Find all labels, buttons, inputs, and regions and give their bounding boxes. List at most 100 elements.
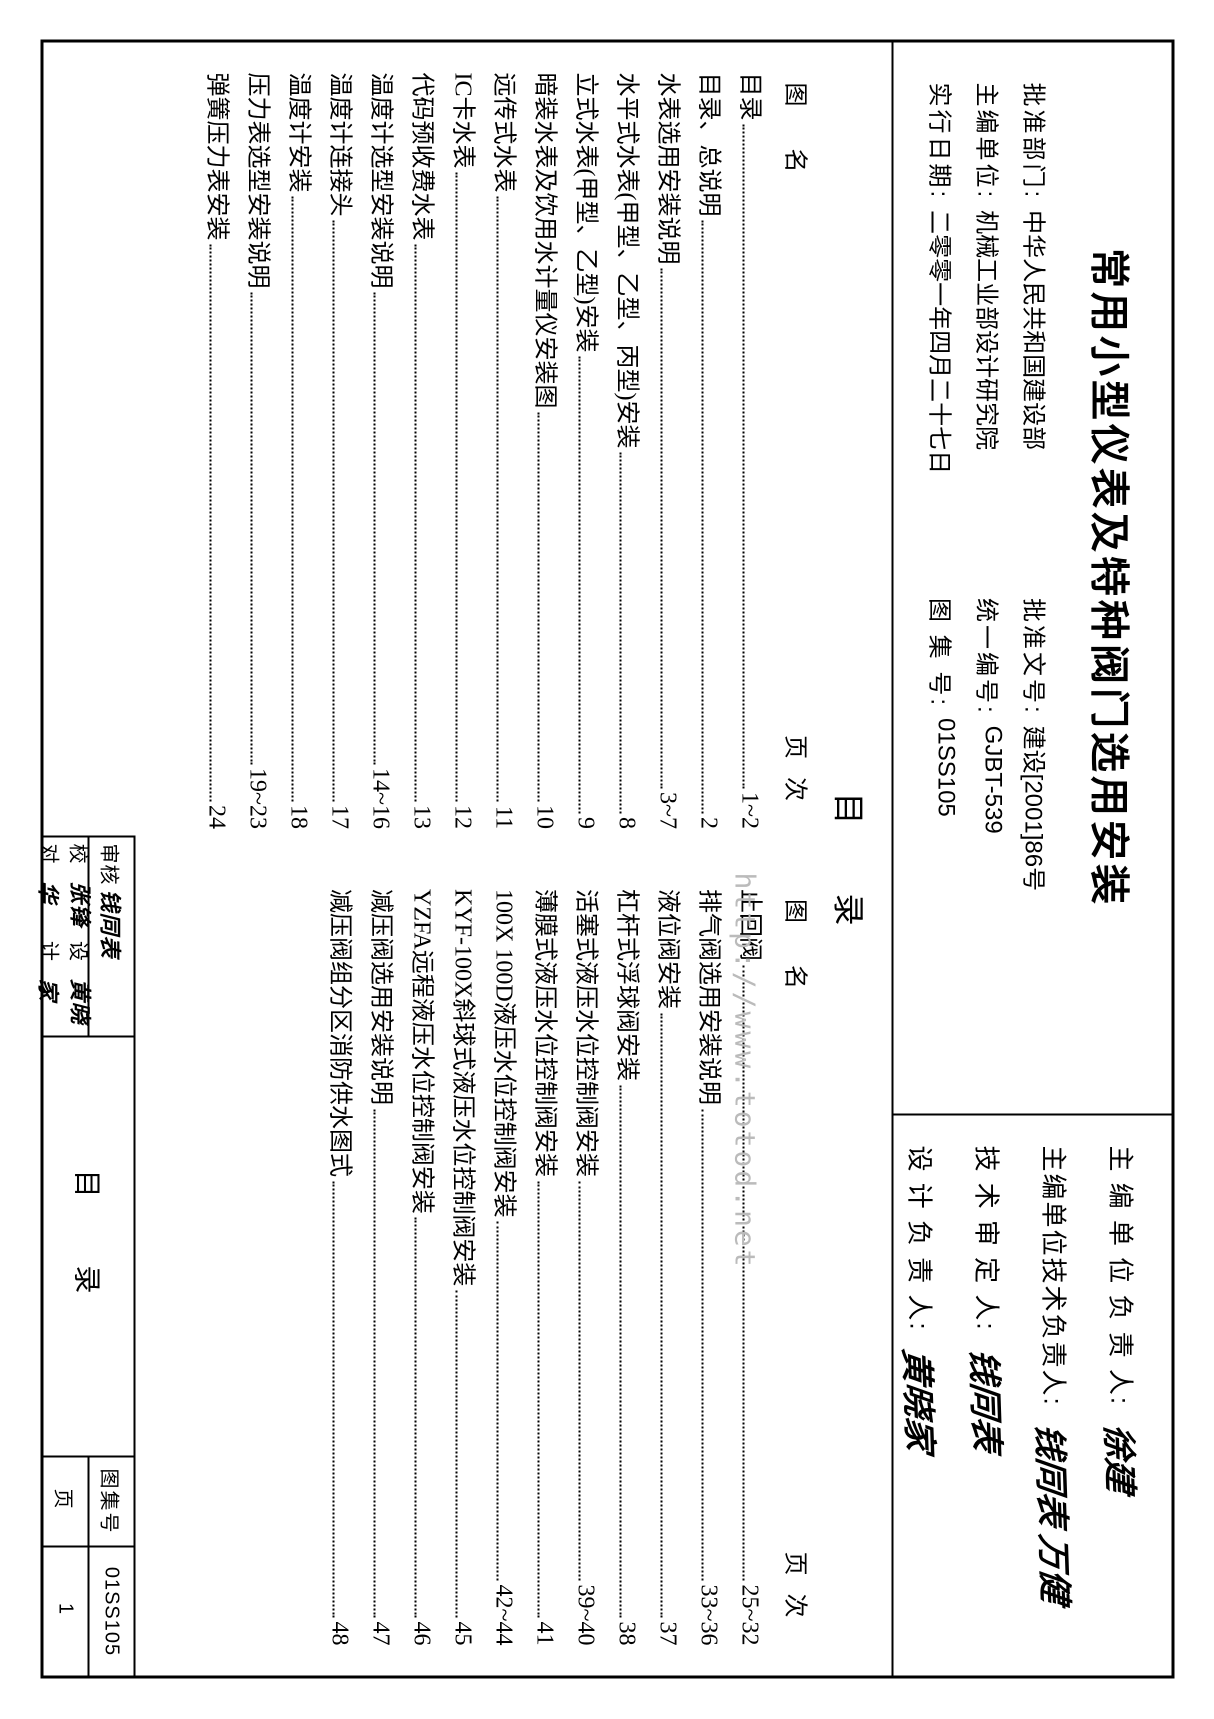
- sig-design: 设 计 负 责 人: 黄晓家: [897, 1146, 946, 1646]
- sig-tech-review: 技 术 审 定 人: 钱同表: [964, 1146, 1013, 1646]
- leader-dots: [333, 1181, 335, 1618]
- value: 中华人民共和国建设部: [1019, 210, 1054, 450]
- toc-entry: 温度计安装18: [285, 73, 320, 830]
- toc-entry: 水平式水表(甲型、乙型、丙型)安装8: [613, 73, 648, 830]
- toc-entry: 代码预收费水表13: [408, 73, 443, 830]
- value: 01SS105: [925, 718, 960, 817]
- value: GJBT-539: [972, 726, 1007, 834]
- toc-section: 目 录 http://www.totod.net 图 名 页次 目录1~2目录、…: [44, 43, 892, 1676]
- header-left: 常用小型仪表及特种阀门选用安装 批准部门: 中华人民共和国建设部 批准文号: 建…: [894, 43, 1172, 1116]
- toc-entry: 减压阀选用安装说明47: [367, 889, 402, 1646]
- entry-page: 48: [326, 1622, 353, 1646]
- leader-dots: [579, 1181, 581, 1581]
- header-page: 页次: [781, 735, 816, 819]
- toc-right-column: 图 名 页次 止回阀 25~32 排气阀选用安装说明 33~36 液位阀安装 37杠杆式浮…: [197, 889, 816, 1646]
- info-effective-date: 实行日期: 二零零一年四月二十七日: [925, 83, 960, 559]
- label: 主 编 单 位 负 责 人:: [1104, 1146, 1141, 1407]
- entry-page: 1~2: [736, 792, 763, 829]
- leader-dots: [415, 245, 417, 802]
- entry-title: 水表选用安装说明: [654, 73, 689, 265]
- entry-page: 2: [695, 817, 722, 829]
- toc-entry: YZFA远程液压水位控制阀安装46: [408, 889, 443, 1646]
- entry-page: 13: [408, 805, 435, 829]
- toc-columns: 图 名 页次 目录 1~2 目录、总说明 2 水表选用安装说明3~7水平式水表(甲型、乙…: [197, 73, 816, 1646]
- footer-page-label: 页: [44, 1456, 90, 1546]
- column-headers: 图 名 页次: [771, 889, 816, 1646]
- entry-title: 止回阀: [736, 889, 771, 961]
- leader-dots: [702, 1109, 704, 1581]
- entry-title: 液位阀安装: [654, 889, 689, 1009]
- toc-entry: 水表选用安装说明3~7: [654, 73, 689, 830]
- entry-title: 排气阀选用安装说明: [695, 889, 730, 1105]
- toc-entry: 止回阀 25~32: [736, 889, 771, 1646]
- signature: 张锋华: [34, 881, 98, 938]
- label: 主编单位:: [972, 83, 1007, 201]
- label: 主编单位技术负责人:: [1037, 1146, 1074, 1407]
- footer-check-design-cell: 校对 张锋华 设计 黄晓家: [44, 836, 90, 1036]
- entry-title: 薄膜式液压水位控制阀安装: [531, 889, 566, 1177]
- toc-entry: 薄膜式液压水位控制阀安装41: [531, 889, 566, 1646]
- leader-dots: [579, 356, 581, 813]
- toc-entry: 立式水表(甲型、乙型)安装9: [572, 73, 607, 830]
- entry-title: 压力表选型安装说明: [244, 73, 279, 289]
- entry-title: 温度计选型安装说明: [367, 73, 402, 289]
- toc-entry: 暗装水表及饮用水计量仪安装图10: [531, 73, 566, 830]
- label: 设 计 负 责 人:: [903, 1146, 940, 1332]
- toc-left-column: 图 名 页次 目录 1~2 目录、总说明 2 水表选用安装说明3~7水平式水表(甲型、乙…: [197, 73, 816, 830]
- toc-entry: IC卡水表12: [449, 73, 484, 830]
- entry-title: 减压阀组分区消防供水图式: [326, 889, 361, 1177]
- signature: 钱同表: [962, 1347, 1015, 1455]
- entry-title: 弹簧压力表安装: [203, 73, 238, 241]
- entry-title: 温度计连接头: [326, 73, 361, 217]
- entry-page: 37: [654, 1622, 681, 1646]
- toc-right-entries: 止回阀 25~32 排气阀选用安装说明 33~36 液位阀安装 37杠杆式浮球阀安装38活…: [326, 889, 771, 1646]
- leader-dots: [456, 173, 458, 802]
- entry-title: 目录、总说明: [695, 73, 730, 217]
- toc-entry: 弹簧压力表安装 24: [203, 73, 238, 830]
- signature: 钱同表 万健: [1027, 1422, 1082, 1606]
- toc-entry: 杠杆式浮球阀安装38: [613, 889, 648, 1646]
- footer-toc-label: 目 录: [44, 1036, 136, 1456]
- info-approve-dept: 批准部门: 中华人民共和国建设部: [1019, 83, 1054, 559]
- entry-page: 47: [367, 1622, 394, 1646]
- entry-title: 100X 100D液压水位控制阀安装: [490, 889, 525, 1218]
- leader-dots: [497, 1222, 499, 1581]
- label: 批准文号:: [1019, 598, 1054, 716]
- toc-entry: 压力表选型安装说明 19~23: [244, 73, 279, 830]
- entry-page: 38: [613, 1622, 640, 1646]
- leader-dots: [661, 269, 663, 789]
- signature: 徐建: [1096, 1421, 1147, 1494]
- entry-page: 17: [326, 805, 353, 829]
- entry-title: 立式水表(甲型、乙型)安装: [572, 73, 607, 353]
- info-unified-no: 统一编号: GJBT-539: [972, 598, 1007, 1074]
- entry-page: 8: [613, 817, 640, 829]
- entry-page: 18: [285, 805, 312, 829]
- entry-page: 24: [203, 805, 230, 829]
- page-frame: 常用小型仪表及特种阀门选用安装 批准部门: 中华人民共和国建设部 批准文号: 建…: [41, 40, 1175, 1679]
- leader-dots: [497, 197, 499, 802]
- leader-dots: [374, 293, 376, 765]
- entry-title: 目录: [736, 73, 771, 121]
- entry-page: 39~40: [572, 1585, 599, 1646]
- footer-atlas-label: 图集号: [90, 1456, 136, 1546]
- leader-dots: [456, 1290, 458, 1617]
- entry-title: IC卡水表: [449, 73, 484, 169]
- entry-title: 活塞式液压水位控制阀安装: [572, 889, 607, 1177]
- entry-page: 33~36: [695, 1585, 722, 1646]
- doc-info-grid: 批准部门: 中华人民共和国建设部 批准文号: 建设[2001]86号 主编单位:…: [915, 73, 1064, 1084]
- info-editor-unit: 主编单位: 机械工业部设计研究院: [972, 83, 1007, 559]
- header-section: 常用小型仪表及特种阀门选用安装 批准部门: 中华人民共和国建设部 批准文号: 建…: [892, 43, 1172, 1676]
- label: 批准部门:: [1019, 83, 1054, 201]
- header-name: 图 名: [781, 899, 816, 1007]
- entry-page: 14~16: [367, 768, 394, 829]
- footer-page-value: 1: [44, 1546, 90, 1676]
- signatures-panel: 主 编 单 位 负 责 人: 徐建 主编单位技术负责人: 钱同表 万健 技 术 …: [894, 1116, 1172, 1676]
- entry-page: 25~32: [736, 1585, 763, 1646]
- footer-atlas-value: 01SS105: [90, 1546, 136, 1676]
- toc-entry: 温度计选型安装说明 14~16: [367, 73, 402, 830]
- entry-title: 暗装水表及饮用水计量仪安装图: [531, 73, 566, 409]
- header-name: 图 名: [781, 83, 816, 191]
- value: 二零零一年四月二十七日: [925, 210, 960, 474]
- value: 建设[2001]86号: [1019, 726, 1054, 891]
- entry-page: 19~23: [244, 768, 271, 829]
